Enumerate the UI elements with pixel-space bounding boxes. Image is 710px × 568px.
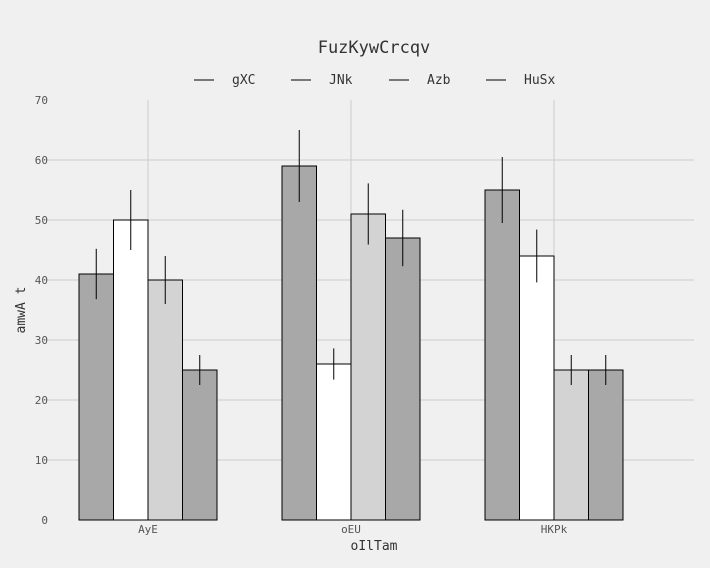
bar [281, 165, 317, 521]
error-bars [95, 130, 607, 385]
legend-label: Azb [427, 73, 451, 88]
bar [519, 255, 555, 521]
y-tick-label: 40 [35, 274, 48, 287]
y-tick-label: 30 [35, 334, 48, 347]
bar [350, 213, 386, 521]
y-tick-label: 20 [35, 394, 48, 407]
x-ticks: AyE oEU HKPk [138, 523, 568, 536]
x-axis-label: oIlTam [351, 539, 398, 554]
bar [113, 219, 149, 521]
chart-title: FuzKywCrcqv [318, 38, 431, 58]
bar [385, 237, 421, 521]
y-tick-label: 50 [35, 214, 48, 227]
y-axis-label: amwA t [14, 287, 29, 334]
bar [553, 369, 589, 521]
x-tick-label: AyE [138, 523, 158, 536]
legend-label: JNk [329, 73, 353, 88]
y-tick-label: 60 [35, 154, 48, 167]
bar [316, 363, 352, 521]
y-tick-label: 10 [35, 454, 48, 467]
bar [78, 273, 114, 521]
bars [78, 165, 624, 521]
y-ticks: 0 10 20 30 40 50 60 70 [35, 94, 48, 527]
y-tick-label: 70 [35, 94, 48, 107]
legend-label: HuSx [524, 73, 555, 88]
bar [484, 189, 520, 521]
legend: gXC JNk Azb HuSx [194, 73, 555, 88]
bar [147, 279, 183, 521]
x-tick-label: oEU [341, 523, 361, 536]
bar [588, 369, 624, 521]
y-tick-label: 0 [41, 514, 48, 527]
bar [182, 369, 218, 521]
x-tick-label: HKPk [541, 523, 568, 536]
legend-label: gXC [232, 73, 255, 88]
